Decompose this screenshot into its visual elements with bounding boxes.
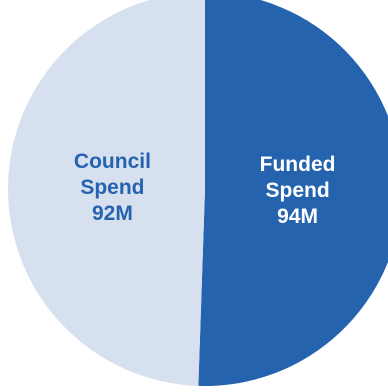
slice-label: Spend <box>80 176 144 199</box>
slice-value-label: 92M <box>92 202 133 225</box>
slice-label: Funded <box>260 153 336 176</box>
slice-label: Spend <box>265 179 329 202</box>
pie-slice-council-spend <box>8 0 205 386</box>
pie-labels: Funded Spend 94M Council Spend 92M <box>74 150 336 228</box>
pie-slice-funded-spend <box>198 0 388 386</box>
pie-slices <box>8 0 388 386</box>
slice-label: Council <box>74 150 151 173</box>
slice-value-label: 94M <box>277 205 318 228</box>
